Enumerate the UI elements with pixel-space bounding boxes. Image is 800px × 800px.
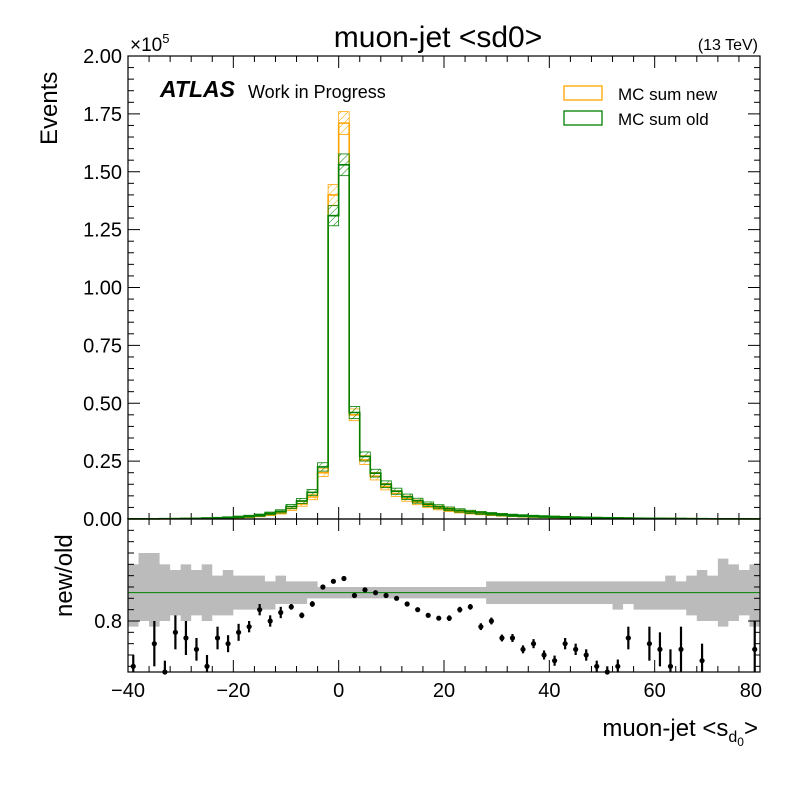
ratio-point bbox=[415, 607, 421, 613]
ratio-uncertainty-band bbox=[128, 553, 760, 627]
main-panel: 0.00 0.25 0.50 0.75 1.00 1.25 1.50 1.75 2.00 muo… bbox=[36, 21, 761, 531]
ratio-point bbox=[309, 601, 315, 607]
ratio-point bbox=[351, 592, 358, 599]
ratio-point bbox=[488, 618, 494, 624]
ratio-point bbox=[667, 663, 674, 669]
ratio-point bbox=[341, 575, 347, 582]
legend-label-new: MC sum new bbox=[618, 85, 718, 104]
ratio-point bbox=[625, 635, 631, 641]
ratio-point bbox=[151, 641, 157, 647]
ratio-point bbox=[646, 641, 653, 647]
legend: MC sum new MC sum old bbox=[563, 85, 718, 129]
ratio-points-group bbox=[130, 575, 758, 675]
main-y-tick-label: 1.00 bbox=[83, 278, 122, 300]
atlas-sublabel: Work in Progress bbox=[248, 82, 386, 102]
x-tick-labels: −40 −20 0 20 40 60 80 bbox=[111, 680, 762, 702]
ratio-point bbox=[509, 635, 516, 641]
ratio-point bbox=[299, 612, 305, 618]
ratio-point bbox=[457, 607, 463, 613]
ratio-point bbox=[499, 635, 505, 641]
ratio-point bbox=[225, 641, 231, 647]
legend-label-old: MC sum old bbox=[618, 110, 709, 129]
ratio-point bbox=[246, 624, 252, 630]
ratio-point bbox=[699, 658, 705, 664]
ratio-point bbox=[436, 615, 442, 621]
energy-label: (13 TeV) bbox=[698, 37, 758, 54]
hist-series-line bbox=[127, 122, 761, 520]
main-y-tick-label: 1.50 bbox=[83, 162, 122, 184]
x-axis-label: muon-jet <sd0> bbox=[602, 715, 758, 749]
main-y-tick-label: 0.25 bbox=[83, 451, 122, 473]
ratio-point bbox=[520, 646, 526, 652]
main-y-tick-label: 1.25 bbox=[83, 220, 122, 242]
x-tick-label: −20 bbox=[216, 680, 250, 702]
main-y-tick-labels: 0.00 0.25 0.50 0.75 1.00 1.25 1.50 1.75 2.00 bbox=[83, 46, 122, 531]
ratio-band-area bbox=[128, 553, 760, 627]
ratio-point bbox=[172, 629, 178, 635]
atlas-label: ATLAS bbox=[159, 76, 236, 102]
ratio-point bbox=[594, 663, 600, 669]
ratio-point bbox=[193, 646, 200, 652]
ratio-point bbox=[204, 663, 210, 669]
legend-swatch-old bbox=[563, 110, 603, 126]
y-exponent-label: ×105 bbox=[130, 31, 169, 56]
ratio-point bbox=[257, 607, 263, 613]
ratio-ticks bbox=[127, 519, 761, 672]
ratio-point bbox=[330, 578, 336, 584]
x-tick-label: 0 bbox=[333, 680, 344, 702]
ratio-point bbox=[530, 641, 537, 647]
ratio-plot-frame bbox=[127, 518, 761, 673]
ratio-point bbox=[478, 624, 484, 630]
ratio-point bbox=[657, 646, 663, 652]
x-tick-label: −40 bbox=[111, 680, 145, 702]
chart-title: muon-jet <sd0> bbox=[334, 21, 542, 54]
ratio-point bbox=[573, 646, 579, 652]
ratio-point bbox=[372, 590, 379, 596]
ratio-point bbox=[278, 609, 284, 616]
ratio-point bbox=[467, 604, 473, 610]
ratio-point bbox=[678, 646, 684, 652]
ratio-point bbox=[552, 658, 558, 664]
legend-swatch-new bbox=[563, 85, 603, 101]
ratio-point bbox=[583, 652, 589, 658]
ratio-panel: 0.8 −40 −20 0 20 40 60 80 new/old muon-jet <sd… bbox=[51, 518, 762, 749]
ratio-y-axis-label: new/old bbox=[51, 534, 78, 617]
ratio-point bbox=[320, 584, 326, 590]
ratio-point bbox=[267, 618, 273, 624]
x-tick-label: 20 bbox=[433, 680, 455, 702]
ratio-point bbox=[394, 595, 400, 601]
ratio-point bbox=[362, 587, 368, 593]
main-y-tick-label: 0.50 bbox=[83, 393, 122, 415]
ratio-point bbox=[446, 615, 452, 621]
main-y-tick-label: 0.75 bbox=[83, 335, 122, 357]
main-y-axis-label: Events bbox=[36, 72, 63, 145]
main-y-tick-label: 2.00 bbox=[83, 46, 122, 68]
hist-series-line bbox=[127, 164, 761, 520]
main-y-tick-label: 1.75 bbox=[83, 104, 122, 126]
main-y-tick-label: 0.00 bbox=[83, 509, 122, 531]
ratio-y-tick-labels: 0.8 bbox=[94, 611, 122, 633]
x-tick-label: 60 bbox=[644, 680, 666, 702]
ratio-point bbox=[562, 641, 568, 647]
ratio-point bbox=[214, 635, 221, 641]
x-tick-label: 80 bbox=[740, 680, 762, 702]
ratio-point bbox=[615, 663, 621, 669]
ratio-point bbox=[183, 635, 189, 641]
ratio-point bbox=[404, 601, 410, 607]
ratio-point bbox=[383, 592, 389, 599]
x-tick-label: 40 bbox=[538, 680, 560, 702]
main-series-group bbox=[127, 111, 761, 520]
ratio-point bbox=[425, 612, 431, 618]
ratio-point bbox=[752, 646, 758, 652]
ratio-point bbox=[236, 629, 242, 635]
ratio-y-tick-label: 0.8 bbox=[94, 611, 122, 633]
ratio-point bbox=[541, 652, 547, 658]
ratio-point bbox=[288, 604, 294, 610]
